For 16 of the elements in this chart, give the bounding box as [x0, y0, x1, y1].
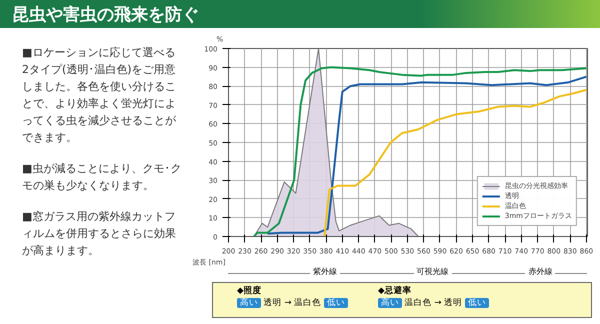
- text: 低い: [464, 298, 489, 308]
- text: 高い: [237, 298, 261, 308]
- text: 高い: [378, 298, 402, 308]
- text: 赤外線: [525, 266, 556, 278]
- text: 紫外線: [310, 266, 340, 278]
- text: ■虫が減ることにより、クモ･クモの巣も少なくなります。: [22, 161, 182, 194]
- text: 低い: [324, 298, 348, 308]
- line-series: [323, 88, 588, 236]
- text: ■ロケーションに応じて選べる2タイプ(透明･温白色)をご用意しました。各色を使い分けることで、より効率よく蛍光灯によってくる虫を減少させることができます。: [22, 45, 177, 146]
- text: 温白色 → 透明: [404, 298, 462, 308]
- text: ◆忌避率: [378, 286, 412, 296]
- text: ■窓ガラス用の紫外線カットフィルムを併用するとさらに効果が高まります。: [22, 209, 177, 260]
- chart-title: 昆虫や害虫の飛来を防ぐ: [12, 4, 199, 27]
- text: 透明 → 温白色: [264, 298, 322, 308]
- text: ◆照度: [237, 286, 262, 296]
- text: 可視光線: [414, 266, 452, 278]
